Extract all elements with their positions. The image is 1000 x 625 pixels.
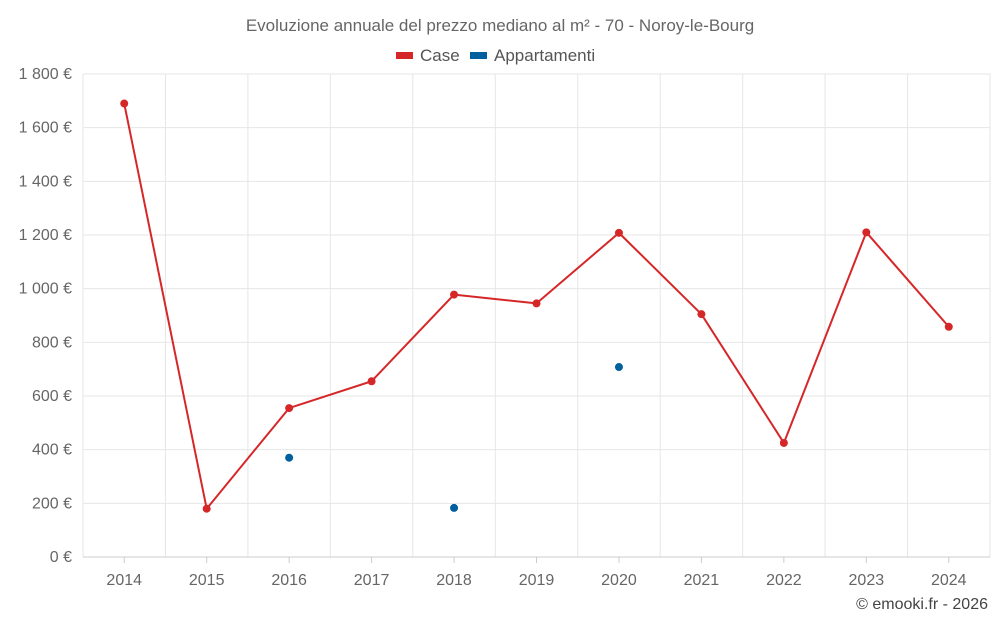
data-point-appartamenti[interactable]: [450, 503, 459, 512]
x-tick-label: 2022: [766, 572, 802, 589]
data-point-case[interactable]: [532, 299, 541, 308]
x-tick-label: 2024: [931, 572, 967, 589]
data-point-case[interactable]: [120, 99, 129, 108]
data-point-case[interactable]: [697, 310, 706, 319]
credit: © emooki.fr - 2026: [856, 596, 988, 613]
legend-item-case[interactable]: Case: [396, 46, 460, 65]
legend-label-case: Case: [420, 46, 460, 65]
y-tick-label: 0 €: [50, 549, 72, 566]
data-point-appartamenti[interactable]: [614, 363, 623, 372]
legend-item-appartamenti[interactable]: Appartamenti: [470, 46, 595, 65]
data-point-case[interactable]: [367, 377, 376, 386]
y-tick-label: 800 €: [32, 334, 72, 351]
data-point-case[interactable]: [614, 228, 623, 237]
x-tick-label: 2017: [354, 572, 390, 589]
y-tick-label: 400 €: [32, 442, 72, 459]
chart-title: Evoluzione annuale del prezzo mediano al…: [246, 16, 754, 35]
data-point-case[interactable]: [862, 228, 871, 237]
x-tick-label: 2023: [849, 572, 885, 589]
data-point-appartamenti[interactable]: [285, 453, 294, 462]
data-point-case[interactable]: [944, 322, 953, 331]
x-tick-label: 2014: [106, 572, 142, 589]
data-point-case[interactable]: [202, 504, 211, 513]
y-tick-label: 1 200 €: [19, 227, 72, 244]
x-tick-label: 2019: [519, 572, 555, 589]
y-tick-label: 1 600 €: [19, 120, 72, 137]
legend-label-appartamenti: Appartamenti: [494, 46, 595, 65]
y-axis: 0 € 200 € 400 € 600 € 800 € 1 000 € 1 200 € 1 4…: [19, 66, 72, 566]
y-tick-label: 1 400 €: [19, 173, 72, 190]
x-axis: 2014 2015 2016 2017 2018 2019 2020 2021 2022 2023…: [83, 556, 990, 589]
grid: [82, 73, 991, 557]
legend-swatch-appartamenti: [470, 52, 487, 59]
y-tick-label: 600 €: [32, 388, 72, 405]
y-tick-label: 1 000 €: [19, 281, 72, 298]
legend: Case Appartamenti: [396, 46, 595, 65]
data-point-case[interactable]: [285, 404, 294, 413]
x-tick-label: 2020: [601, 572, 637, 589]
legend-swatch-case: [396, 52, 413, 59]
x-tick-label: 2015: [189, 572, 225, 589]
x-tick-label: 2016: [271, 572, 307, 589]
series: [120, 99, 953, 513]
data-point-case[interactable]: [450, 290, 459, 299]
x-tick-label: 2021: [684, 572, 720, 589]
data-point-case[interactable]: [779, 438, 788, 447]
x-tick-label: 2018: [436, 572, 472, 589]
y-tick-label: 1 800 €: [19, 66, 72, 83]
y-tick-label: 200 €: [32, 495, 72, 512]
